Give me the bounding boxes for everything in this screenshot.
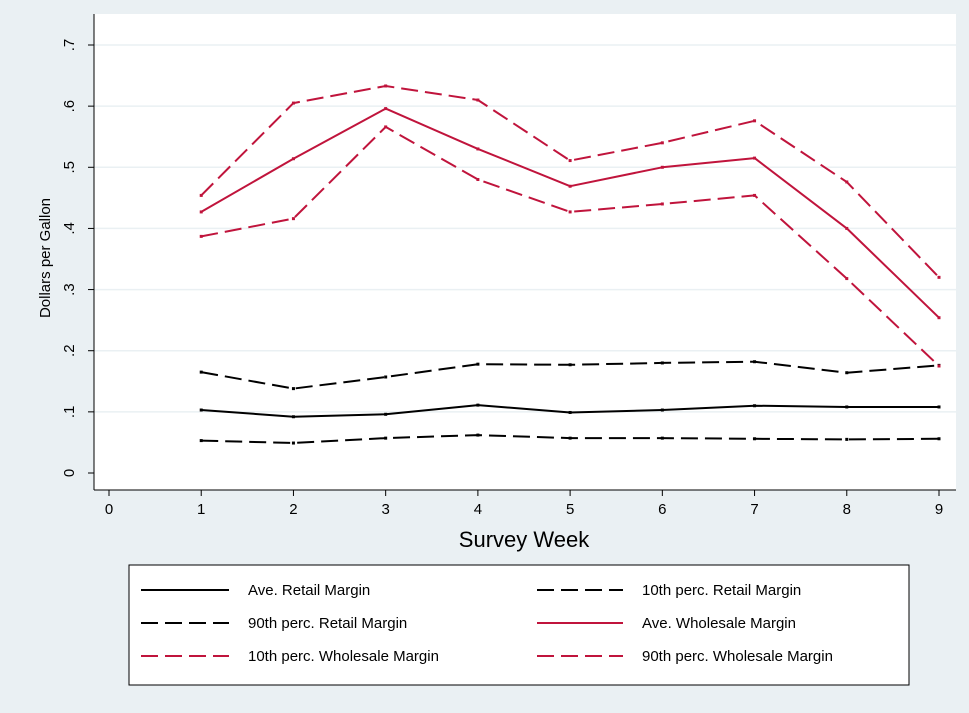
plot-area xyxy=(94,14,956,490)
x-axis-title: Survey Week xyxy=(459,527,590,552)
data-point xyxy=(384,84,388,88)
legend-label: 10th perc. Wholesale Margin xyxy=(248,648,439,665)
data-point xyxy=(660,436,664,440)
legend-label: Ave. Retail Margin xyxy=(248,582,370,599)
data-point xyxy=(199,370,203,374)
data-point xyxy=(384,107,388,111)
data-point xyxy=(384,412,388,416)
data-point xyxy=(568,210,572,214)
data-point xyxy=(845,180,849,184)
data-point xyxy=(660,165,664,169)
y-tick-label: .7 xyxy=(61,39,78,52)
data-point xyxy=(568,410,572,414)
legend-label: 10th perc. Retail Margin xyxy=(642,582,801,599)
data-point xyxy=(199,193,203,197)
data-point xyxy=(476,147,480,151)
x-tick-label: 5 xyxy=(566,501,574,518)
x-tick-label: 1 xyxy=(197,501,205,518)
data-point xyxy=(753,119,757,123)
data-point xyxy=(291,217,295,221)
legend-label: 90th perc. Wholesale Margin xyxy=(642,648,833,665)
data-point xyxy=(937,437,941,441)
x-axis: 0 1 2 3 4 5 6 7 8 9 xyxy=(94,489,956,518)
data-point xyxy=(291,101,295,105)
data-point xyxy=(937,275,941,279)
series-lines xyxy=(199,84,941,445)
y-tick-label: .3 xyxy=(61,283,78,296)
data-point xyxy=(568,159,572,163)
data-point xyxy=(568,184,572,188)
data-point xyxy=(291,387,295,391)
data-point xyxy=(384,375,388,379)
y-tick-label: .1 xyxy=(61,406,78,419)
x-tick-label: 0 xyxy=(105,501,113,518)
data-point xyxy=(753,404,757,408)
data-point xyxy=(476,362,480,366)
data-point xyxy=(660,361,664,365)
data-point xyxy=(845,405,849,409)
legend-box xyxy=(128,564,910,686)
y-tick-label: .2 xyxy=(61,344,78,357)
x-tick-label: 8 xyxy=(843,501,851,518)
y-axis: 0 .1 .2 .3 .4 .5 .6 .7 xyxy=(61,14,95,490)
legend-label: Ave. Wholesale Margin xyxy=(642,615,796,632)
data-point xyxy=(199,408,203,412)
legend: Ave. Retail Margin 10th perc. Retail Marg… xyxy=(141,582,833,665)
data-point xyxy=(199,439,203,443)
x-tick-label: 9 xyxy=(935,501,943,518)
data-point xyxy=(476,98,480,102)
data-point xyxy=(845,226,849,230)
data-point xyxy=(845,437,849,441)
x-tick-label: 7 xyxy=(750,501,758,518)
data-point xyxy=(753,437,757,441)
data-point xyxy=(291,415,295,419)
x-tick-label: 4 xyxy=(474,501,482,518)
y-tick-label: .5 xyxy=(61,161,78,174)
data-point xyxy=(476,178,480,182)
data-point xyxy=(753,156,757,160)
data-point xyxy=(660,141,664,145)
data-point xyxy=(199,234,203,238)
data-point xyxy=(384,436,388,440)
x-tick-label: 6 xyxy=(658,501,666,518)
data-point xyxy=(937,316,941,320)
x-tick-label: 2 xyxy=(289,501,297,518)
data-point xyxy=(476,403,480,407)
data-point xyxy=(753,193,757,197)
data-point xyxy=(660,202,664,206)
data-point xyxy=(660,408,664,412)
data-point xyxy=(568,363,572,367)
data-point xyxy=(476,433,480,437)
legend-label: 90th perc. Retail Margin xyxy=(248,615,407,632)
x-tick-label: 3 xyxy=(381,501,389,518)
data-point xyxy=(384,125,388,129)
data-point xyxy=(937,405,941,409)
data-point xyxy=(937,364,941,368)
y-tick-label: .4 xyxy=(61,222,78,235)
y-tick-label: .6 xyxy=(61,100,78,113)
data-point xyxy=(568,436,572,440)
y-tick-label: 0 xyxy=(61,469,78,477)
data-point xyxy=(845,371,849,375)
data-point xyxy=(291,157,295,161)
data-point xyxy=(845,277,849,281)
data-point xyxy=(199,210,203,214)
y-axis-title: Dollars per Gallon xyxy=(37,198,54,318)
data-point xyxy=(291,441,295,445)
data-point xyxy=(753,360,757,364)
